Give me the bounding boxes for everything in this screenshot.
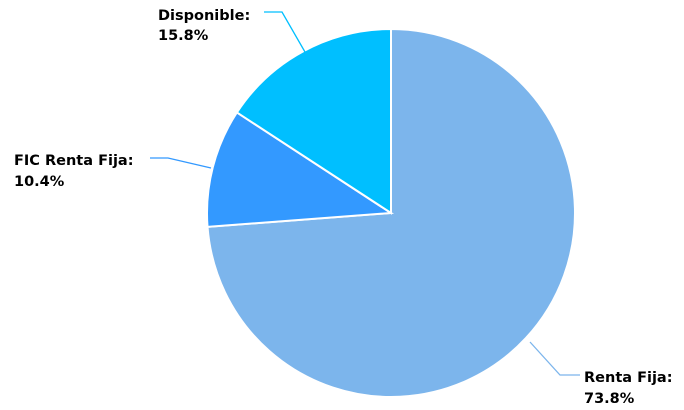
label-disponible-value: 15.8% (158, 28, 209, 44)
leader-line-renta-fija (529, 341, 580, 376)
leader-line-fic-renta-fija (150, 157, 212, 169)
slice-fic-renta-fija[interactable] (206, 111, 395, 228)
label-fic-renta-fija-name: FIC Renta Fija: (14, 153, 134, 169)
slice-disponible[interactable] (235, 27, 392, 215)
pie-slices (206, 27, 576, 398)
leader-lines (150, 11, 580, 376)
label-renta-fija-name: Renta Fija: (584, 370, 673, 386)
label-disponible-name: Disponible: (158, 8, 250, 24)
label-fic-renta-fija-value: 10.4% (14, 174, 65, 190)
leader-line-disponible (264, 11, 306, 53)
label-renta-fija-value: 73.8% (584, 391, 635, 407)
data-labels: Disponible: 15.8% FIC Renta Fija: 10.4% … (14, 8, 673, 407)
